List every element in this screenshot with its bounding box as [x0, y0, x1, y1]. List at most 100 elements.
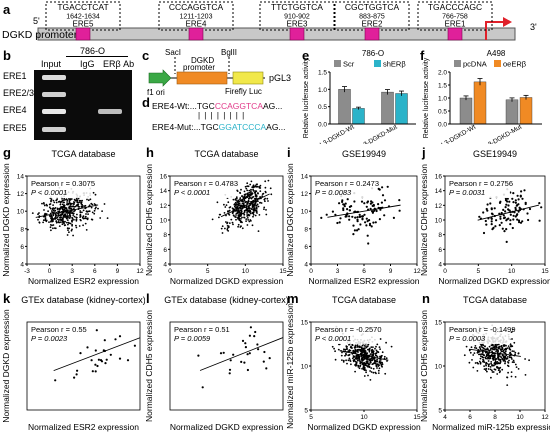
data-point	[250, 208, 253, 210]
data-point	[375, 345, 377, 348]
data-point	[496, 366, 498, 369]
data-point	[62, 209, 65, 211]
legend-label: Scr	[343, 60, 355, 69]
x-axis-label: Normalized DGKD expression	[170, 276, 284, 286]
data-point	[386, 185, 389, 188]
data-point	[514, 351, 517, 354]
three-prime-label: 3'	[530, 22, 537, 32]
data-point	[368, 359, 371, 361]
data-point	[79, 352, 82, 355]
data-point	[218, 216, 220, 219]
data-point	[503, 344, 506, 346]
data-point	[245, 206, 248, 209]
data-point	[490, 223, 493, 226]
data-point	[55, 220, 58, 222]
data-point	[238, 209, 240, 211]
data-point	[235, 218, 237, 221]
regression-line	[469, 348, 521, 357]
data-point	[514, 363, 517, 366]
data-point	[502, 349, 505, 352]
data-point	[363, 213, 366, 216]
data-point	[79, 200, 82, 202]
data-point	[73, 215, 76, 218]
data-point	[346, 348, 348, 350]
data-point	[42, 221, 44, 224]
chart-title: A498	[487, 49, 506, 58]
data-point	[231, 221, 234, 224]
x-tick-label: 8	[493, 414, 497, 421]
data-point	[91, 211, 94, 214]
y-axis-label: Normalized DGKD expression	[1, 163, 11, 277]
data-point	[221, 225, 224, 228]
chip-row-ere5: ERE5	[3, 123, 27, 133]
data-point	[489, 355, 492, 357]
data-point	[50, 210, 53, 212]
data-point	[504, 206, 507, 209]
data-point	[499, 355, 501, 357]
y-tick-label: 14	[17, 174, 25, 181]
data-point	[478, 353, 480, 356]
data-point	[240, 195, 243, 197]
data-point	[502, 208, 505, 211]
data-point	[504, 362, 506, 365]
seq-mut-pre: ...TGC	[193, 122, 219, 132]
data-point	[476, 370, 479, 372]
data-point	[38, 221, 41, 224]
data-point	[365, 369, 367, 372]
x-tick-label: pGL3-DGKD-Mut	[352, 124, 399, 144]
data-point	[375, 209, 378, 213]
data-point	[512, 214, 515, 217]
data-point	[367, 358, 369, 360]
data-point	[67, 211, 69, 214]
data-point	[498, 201, 502, 204]
x-tick-label: 0	[48, 268, 52, 275]
data-point	[523, 189, 526, 192]
data-point	[486, 209, 489, 212]
data-point	[511, 328, 514, 331]
data-point	[220, 227, 223, 230]
data-point	[485, 364, 487, 367]
data-point	[232, 198, 235, 201]
data-point	[519, 195, 522, 198]
data-point	[377, 369, 380, 372]
data-point	[243, 199, 246, 202]
data-point	[118, 335, 122, 338]
data-point	[336, 221, 339, 225]
data-point	[54, 209, 57, 212]
data-point	[507, 345, 510, 347]
data-point	[72, 214, 75, 216]
data-point	[69, 204, 72, 206]
data-point	[235, 212, 238, 215]
data-point	[517, 352, 520, 355]
stat-p: P < 0.0001	[315, 334, 351, 343]
data-point	[372, 354, 375, 357]
data-point	[366, 234, 369, 237]
data-point	[253, 210, 256, 212]
x-axis-label: Normalized ESR2 expression	[28, 276, 139, 286]
bar	[459, 97, 473, 125]
data-point	[260, 202, 263, 204]
data-point	[475, 347, 478, 350]
data-point	[248, 352, 251, 355]
data-point	[45, 213, 48, 216]
data-point	[505, 240, 508, 243]
data-point	[257, 192, 259, 195]
data-point	[93, 209, 96, 212]
data-point	[61, 213, 64, 216]
stats-bg	[30, 324, 92, 344]
data-point	[484, 219, 487, 223]
data-point	[259, 196, 262, 198]
y-tick-label: 4	[304, 262, 308, 269]
y-tick-label: 10	[160, 218, 168, 225]
data-point	[72, 234, 74, 237]
data-point	[257, 205, 260, 208]
data-point	[498, 224, 501, 227]
seq-wt-label: ERE4-Wt:	[152, 101, 190, 111]
data-point	[255, 209, 258, 212]
data-point	[348, 357, 351, 360]
legend-swatch	[454, 60, 461, 67]
data-point	[346, 208, 349, 211]
data-point	[392, 216, 395, 219]
data-point	[480, 355, 482, 358]
